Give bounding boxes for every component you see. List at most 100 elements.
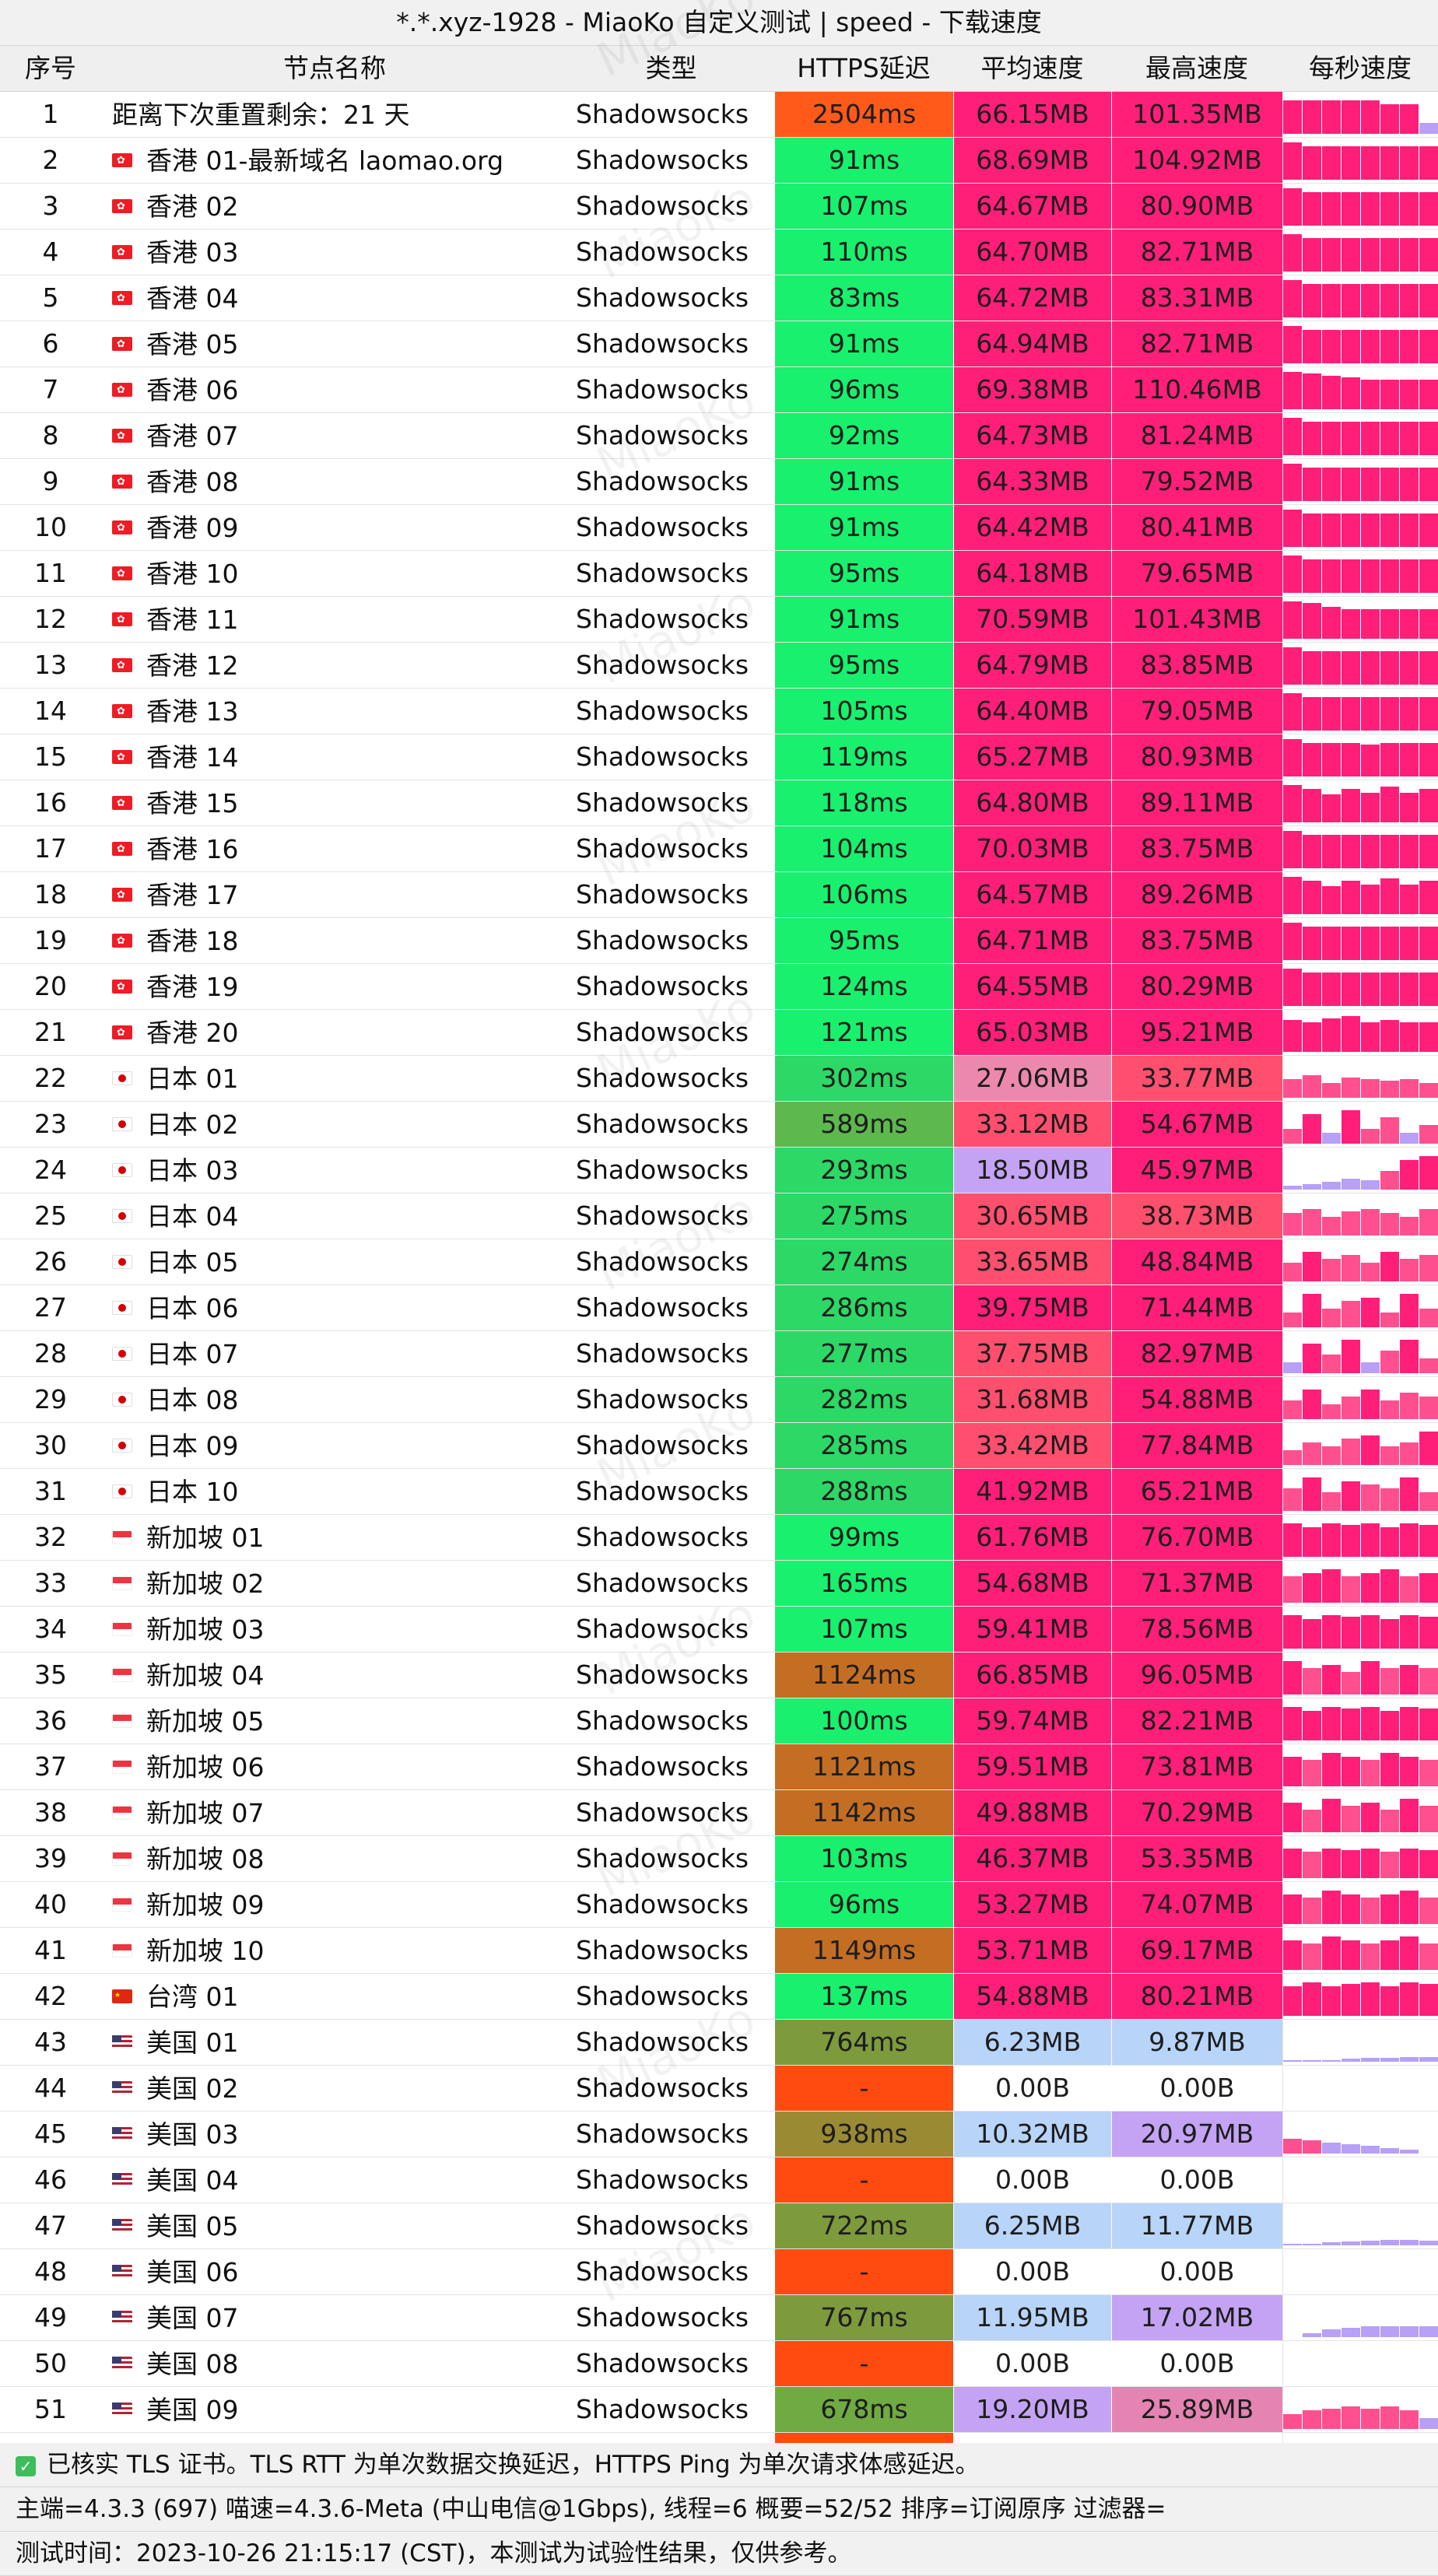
- speed-bar: [1400, 1393, 1419, 1419]
- https-latency: 286ms: [774, 1285, 953, 1330]
- node-type: Shadowsocks: [576, 2256, 749, 2287]
- max-speed: 54.88MB: [1111, 1377, 1282, 1422]
- speed-bar: [1283, 1986, 1302, 2016]
- node-type: Shadowsocks: [576, 2348, 749, 2378]
- node-name-cell: 新加坡 08: [101, 1836, 568, 1881]
- table-row: 39 新加坡 08 Shadowsocks 103ms 46.37MB 53.35MB: [0, 1836, 1438, 1882]
- speed-bar: [1361, 835, 1380, 868]
- avg-speed: 64.72MB: [953, 275, 1111, 321]
- speed-bar: [1380, 743, 1399, 776]
- speed-bar: [1419, 835, 1438, 868]
- speed-bar: [1419, 2241, 1438, 2245]
- speed-bar: [1419, 973, 1438, 1006]
- per-second-speed-chart: [1282, 597, 1438, 642]
- speed-bar: [1419, 881, 1438, 914]
- flag-hk-icon: [112, 919, 132, 963]
- row-index: 6: [42, 328, 59, 359]
- speed-bar: [1303, 513, 1321, 547]
- header-node-name: 节点名称: [283, 53, 386, 83]
- table-row: 46 美国 04 Shadowsocks -0.00B 0.00B: [0, 2157, 1438, 2203]
- speed-bar: [1303, 1711, 1321, 1740]
- max-speed: 81.24MB: [1111, 413, 1282, 458]
- speed-bar: [1283, 831, 1302, 868]
- speed-bar: [1303, 651, 1321, 685]
- speed-bar: [1303, 2060, 1321, 2062]
- https-latency: 92ms: [774, 413, 953, 458]
- node-name-cell: 香港 12: [101, 643, 568, 688]
- row-index: 14: [34, 696, 67, 726]
- avg-speed: 11.95MB: [953, 2295, 1111, 2340]
- flag-sg-icon: [112, 1806, 132, 1820]
- speed-bar: [1361, 559, 1380, 593]
- https-latency: 293ms: [774, 1148, 953, 1193]
- speed-bar: [1419, 1760, 1438, 1786]
- speed-bar: [1419, 238, 1438, 272]
- row-index: 27: [34, 1292, 67, 1323]
- speed-bar: [1342, 1211, 1360, 1235]
- speed-bar: [1303, 1442, 1321, 1465]
- speed-bar: [1380, 1619, 1399, 1649]
- speed-bar: [1380, 330, 1399, 363]
- per-second-speed-chart: [1282, 1331, 1438, 1376]
- speed-bar: [1400, 284, 1419, 317]
- flag-sg-icon: [112, 1760, 132, 1774]
- node-type: Shadowsocks: [576, 2073, 749, 2103]
- speed-bar: [1322, 330, 1341, 363]
- https-latency: 282ms: [774, 1377, 953, 1422]
- speed-bar: [1400, 104, 1419, 134]
- table-row: 30 日本 09 Shadowsocks 285ms 33.42MB 77.84MB: [0, 1423, 1438, 1469]
- speed-bar: [1380, 1668, 1399, 1695]
- avg-speed: 70.59MB: [953, 597, 1111, 642]
- speed-bar: [1361, 330, 1380, 363]
- node-type: Shadowsocks: [576, 512, 749, 542]
- per-second-speed-chart: [1282, 2112, 1438, 2157]
- max-speed: 25.89MB: [1111, 2387, 1282, 2432]
- node-type: Shadowsocks: [576, 2164, 749, 2195]
- speed-bar: [1361, 697, 1380, 731]
- node-name: 日本 06: [146, 1292, 239, 1323]
- per-second-speed-chart: [1282, 1148, 1438, 1193]
- speed-bar: [1400, 1133, 1419, 1144]
- speed-bar: [1322, 886, 1341, 914]
- https-latency: 1124ms: [774, 1652, 953, 1698]
- node-type: Shadowsocks: [576, 2119, 749, 2149]
- per-second-speed-chart: [1282, 918, 1438, 963]
- node-type: Shadowsocks: [576, 145, 749, 175]
- speed-bar: [1303, 238, 1321, 272]
- avg-speed: 10.32MB: [953, 2112, 1111, 2157]
- speed-bar: [1283, 234, 1302, 272]
- speed-bar: [1419, 1397, 1438, 1419]
- per-second-speed-chart: [1282, 734, 1438, 780]
- speed-bar: [1361, 2241, 1380, 2245]
- node-name-cell: 日本 04: [101, 1193, 568, 1239]
- check-icon: ✓: [16, 2455, 36, 2476]
- speed-bar: [1400, 146, 1419, 180]
- node-name-cell: 日本 06: [101, 1285, 568, 1330]
- table-row: 51 美国 09 Shadowsocks 678ms 19.20MB 25.89MB: [0, 2387, 1438, 2433]
- speed-bar: [1342, 1439, 1360, 1465]
- speed-bar: [1361, 1943, 1380, 1970]
- node-name: 日本 03: [146, 1155, 239, 1186]
- speed-bar: [1342, 2059, 1360, 2062]
- node-name: 新加坡 08: [146, 1843, 265, 1874]
- speed-bar: [1380, 973, 1399, 1006]
- speed-bar: [1303, 1760, 1321, 1786]
- per-second-speed-chart: [1282, 2249, 1438, 2294]
- max-speed: 95.21MB: [1111, 1010, 1282, 1055]
- per-second-speed-chart: [1282, 689, 1438, 734]
- node-name: 美国 04: [146, 2164, 239, 2196]
- speed-bar: [1419, 146, 1438, 180]
- avg-speed: 61.76MB: [953, 1515, 1111, 1560]
- header-type: 类型: [645, 53, 697, 83]
- table-row: 24 日本 03 Shadowsocks 293ms 18.50MB 45.97MB: [0, 1148, 1438, 1193]
- flag-jp-icon: [112, 1117, 132, 1131]
- speed-bar: [1400, 330, 1419, 363]
- per-second-speed-chart: [1282, 275, 1438, 321]
- avg-speed: 64.80MB: [953, 780, 1111, 825]
- node-name: 美国 03: [146, 2119, 239, 2150]
- header-index: 序号: [25, 53, 76, 83]
- per-second-speed-chart: [1282, 1239, 1438, 1284]
- node-type: Shadowsocks: [576, 420, 749, 450]
